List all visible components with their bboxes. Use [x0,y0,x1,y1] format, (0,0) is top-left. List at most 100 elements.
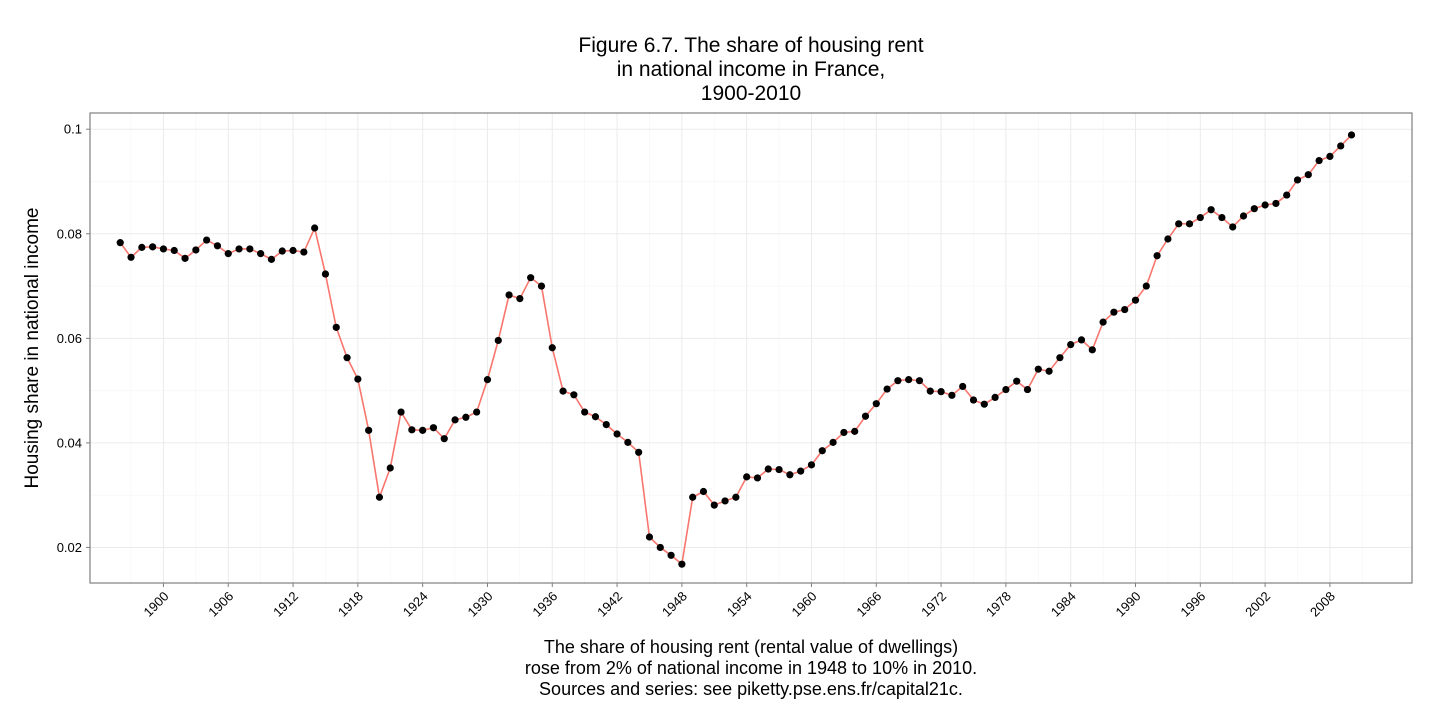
data-point [192,246,200,254]
data-point [1034,365,1042,373]
data-point [570,391,578,399]
minor-gridlines [90,113,1412,583]
y-tick-label: 0.08 [57,226,82,241]
x-tick-label: 2008 [1307,589,1338,620]
data-point [1229,223,1237,231]
data-point [1110,308,1118,316]
data-point [1293,176,1302,184]
data-point [365,426,373,434]
data-point [1185,220,1194,228]
data-point [213,242,222,250]
data-point [1272,199,1280,208]
data-point [678,560,686,568]
data-point [645,533,654,541]
data-point [1099,318,1107,326]
data-point [397,408,405,416]
chart-title-line: 1900-2010 [700,82,802,105]
x-tick-label: 1954 [724,589,755,620]
data-point [1023,385,1032,394]
data-point [743,473,751,481]
data-point [483,376,492,384]
data-point [451,416,459,424]
data-point [948,391,956,399]
x-tick-label: 1930 [465,589,496,620]
data-point [386,464,394,472]
data-point [969,396,978,404]
data-point [311,224,319,232]
data-point [1304,171,1312,179]
x-tick-label: 2002 [1242,589,1273,620]
x-tick-label: 1978 [983,589,1014,620]
plot-panel-background [90,113,1412,583]
data-point [505,291,513,299]
x-tick-label: 1918 [335,589,366,620]
data-point [581,408,589,416]
data-point [224,250,232,258]
data-point [559,387,567,395]
data-point [926,387,934,395]
x-tick-label: 1972 [918,589,949,620]
data-point [613,430,621,438]
data-point [548,344,556,352]
data-point [138,243,146,251]
major-gridlines [90,113,1412,583]
data-point [861,412,870,420]
data-point [354,375,362,383]
data-point [127,253,135,261]
data-point [797,467,805,475]
data-point [321,270,330,278]
data-point [429,424,438,432]
data-point [775,465,783,474]
x-tick-label: 1942 [594,589,625,620]
data-point [656,543,664,552]
data-point [732,493,740,501]
data-point [764,465,772,473]
data-point [1131,296,1140,304]
data-point [332,323,340,331]
data-point [883,385,891,393]
chart-title-line: Figure 6.7. The share of housing rent [578,34,924,57]
x-tick-label: 1990 [1113,589,1144,620]
data-point [1250,205,1258,213]
x-tick-label: 1924 [400,589,431,620]
data-point [894,377,902,385]
data-point [1175,220,1183,228]
x-tick-label: 1960 [789,589,820,620]
data-point [710,501,718,509]
data-point [343,354,351,362]
data-point [462,413,470,421]
x-tick-label: 1996 [1177,589,1208,620]
y-tick-label: 0.02 [57,540,82,555]
data-point [159,245,168,253]
y-tick-label: 0.1 [64,122,82,137]
data-point [991,393,999,402]
data-point [537,282,546,290]
data-point [1218,213,1226,222]
data-point [1142,282,1150,290]
chart-caption: The share of housing rent (rental value … [90,637,1412,700]
data-point [602,420,610,429]
data-point [980,400,988,408]
data-point [1207,206,1215,214]
data-point [149,243,157,251]
chart-title: Figure 6.7. The share of housing rent in… [90,34,1412,106]
data-point [289,246,297,255]
data-point [959,382,967,391]
data-point [1013,377,1021,385]
data-point [440,435,448,443]
data-point [818,447,826,455]
caption-line: The share of housing rent (rental value … [543,637,959,657]
x-tick-label: 1984 [1048,589,1079,620]
y-axis: 0.02 0.04 0.06 0.08 0.1 [57,122,90,555]
data-point [699,487,708,496]
x-tick-label: 1936 [529,589,560,620]
data-point [1067,341,1075,349]
data-point [300,248,308,256]
series-housing-share [116,131,1356,568]
data-point [1326,152,1334,160]
data-point [807,461,816,469]
data-point [494,336,502,345]
data-point [829,438,837,446]
data-point [235,245,243,253]
